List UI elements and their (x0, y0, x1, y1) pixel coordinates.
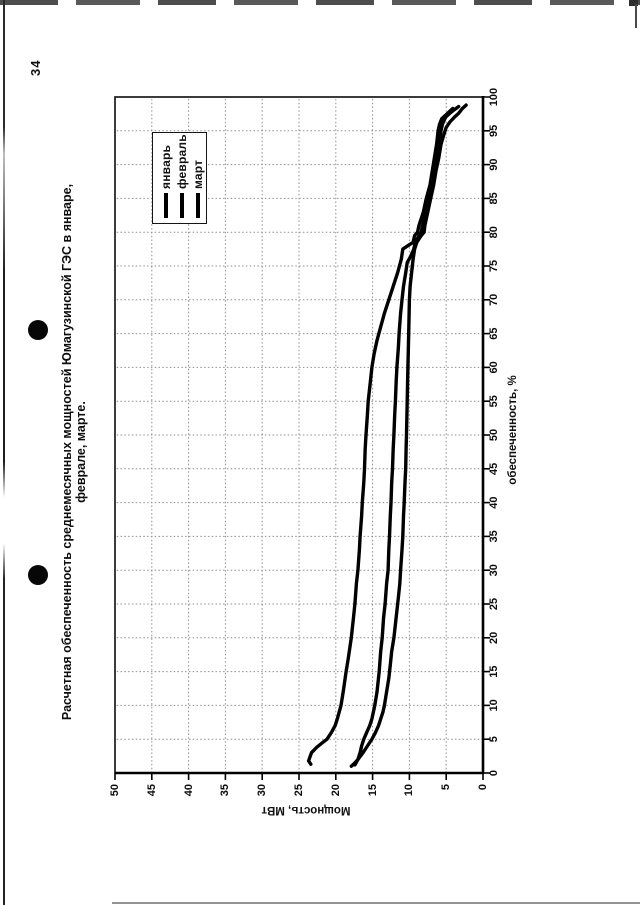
y-tick-label: 50 (109, 784, 121, 797)
legend-item-february: февраль (174, 133, 190, 218)
legend-label: февраль (175, 134, 189, 189)
series-line-март (349, 103, 468, 768)
y-tick-label: 0 (477, 784, 489, 791)
punch-hole-top (28, 320, 48, 340)
y-tick-label: 45 (145, 784, 158, 797)
x-tick-label: 30 (488, 564, 500, 577)
x-tick-label: 50 (488, 428, 500, 442)
legend-item-january: январь (158, 133, 174, 218)
punch-hole-bottom (28, 565, 48, 585)
x-tick-label: 75 (488, 259, 500, 273)
rotated-chart-sheet: 34 Расчетная обеспеченность среднемесячн… (25, 20, 519, 880)
y-tick-label: 20 (329, 784, 342, 797)
x-tick-label: 20 (488, 631, 500, 644)
y-tick-label: 30 (256, 784, 269, 797)
scan-corner-mark (629, 0, 638, 6)
x-tick-label: 80 (488, 226, 500, 239)
legend-item-march: март (190, 133, 206, 218)
x-tick-label: 10 (488, 699, 500, 712)
y-tick-label: 35 (219, 784, 232, 797)
scan-right-edge-mark (635, 4, 637, 28)
x-tick-label: 35 (488, 530, 500, 543)
y-tick-label: 25 (293, 784, 305, 797)
legend-box: январь февраль март (152, 132, 207, 224)
x-tick-label: 85 (488, 192, 500, 205)
x-tick-label: 25 (488, 597, 500, 611)
x-tick-label: 60 (488, 361, 500, 374)
series-line-февраль (353, 104, 461, 767)
x-tick-label: 0 (488, 769, 500, 777)
x-tick-label: 70 (488, 293, 500, 306)
legend-line-sample-icon (164, 193, 168, 218)
legend-label: март (191, 159, 205, 189)
x-tick-label: 15 (488, 665, 500, 678)
x-tick-label: 5 (488, 736, 500, 743)
legend-line-sample-icon (196, 193, 200, 218)
legend-label: январь (159, 144, 173, 189)
x-tick-label: 100 (488, 87, 500, 107)
plot-area-svg (114, 96, 490, 780)
scan-left-edge-line (3, 0, 5, 905)
x-tick-label: 40 (488, 496, 500, 509)
y-tick-label: 5 (440, 784, 453, 791)
y-tick-label: 10 (403, 784, 416, 797)
y-tick-label: 40 (182, 784, 195, 797)
x-tick-label: 55 (488, 395, 500, 408)
x-tick-label: 65 (488, 327, 500, 340)
scan-top-edge-artifact (0, 0, 640, 5)
x-tick-label: 95 (488, 124, 500, 137)
y-tick-label: 15 (366, 784, 379, 797)
legend-line-sample-icon (180, 193, 184, 218)
x-tick-label: 90 (488, 158, 500, 171)
scan-bottom-edge-line (112, 902, 640, 904)
x-tick-label: 45 (488, 462, 500, 475)
x-axis-title: обеспеченность, % (507, 375, 519, 485)
